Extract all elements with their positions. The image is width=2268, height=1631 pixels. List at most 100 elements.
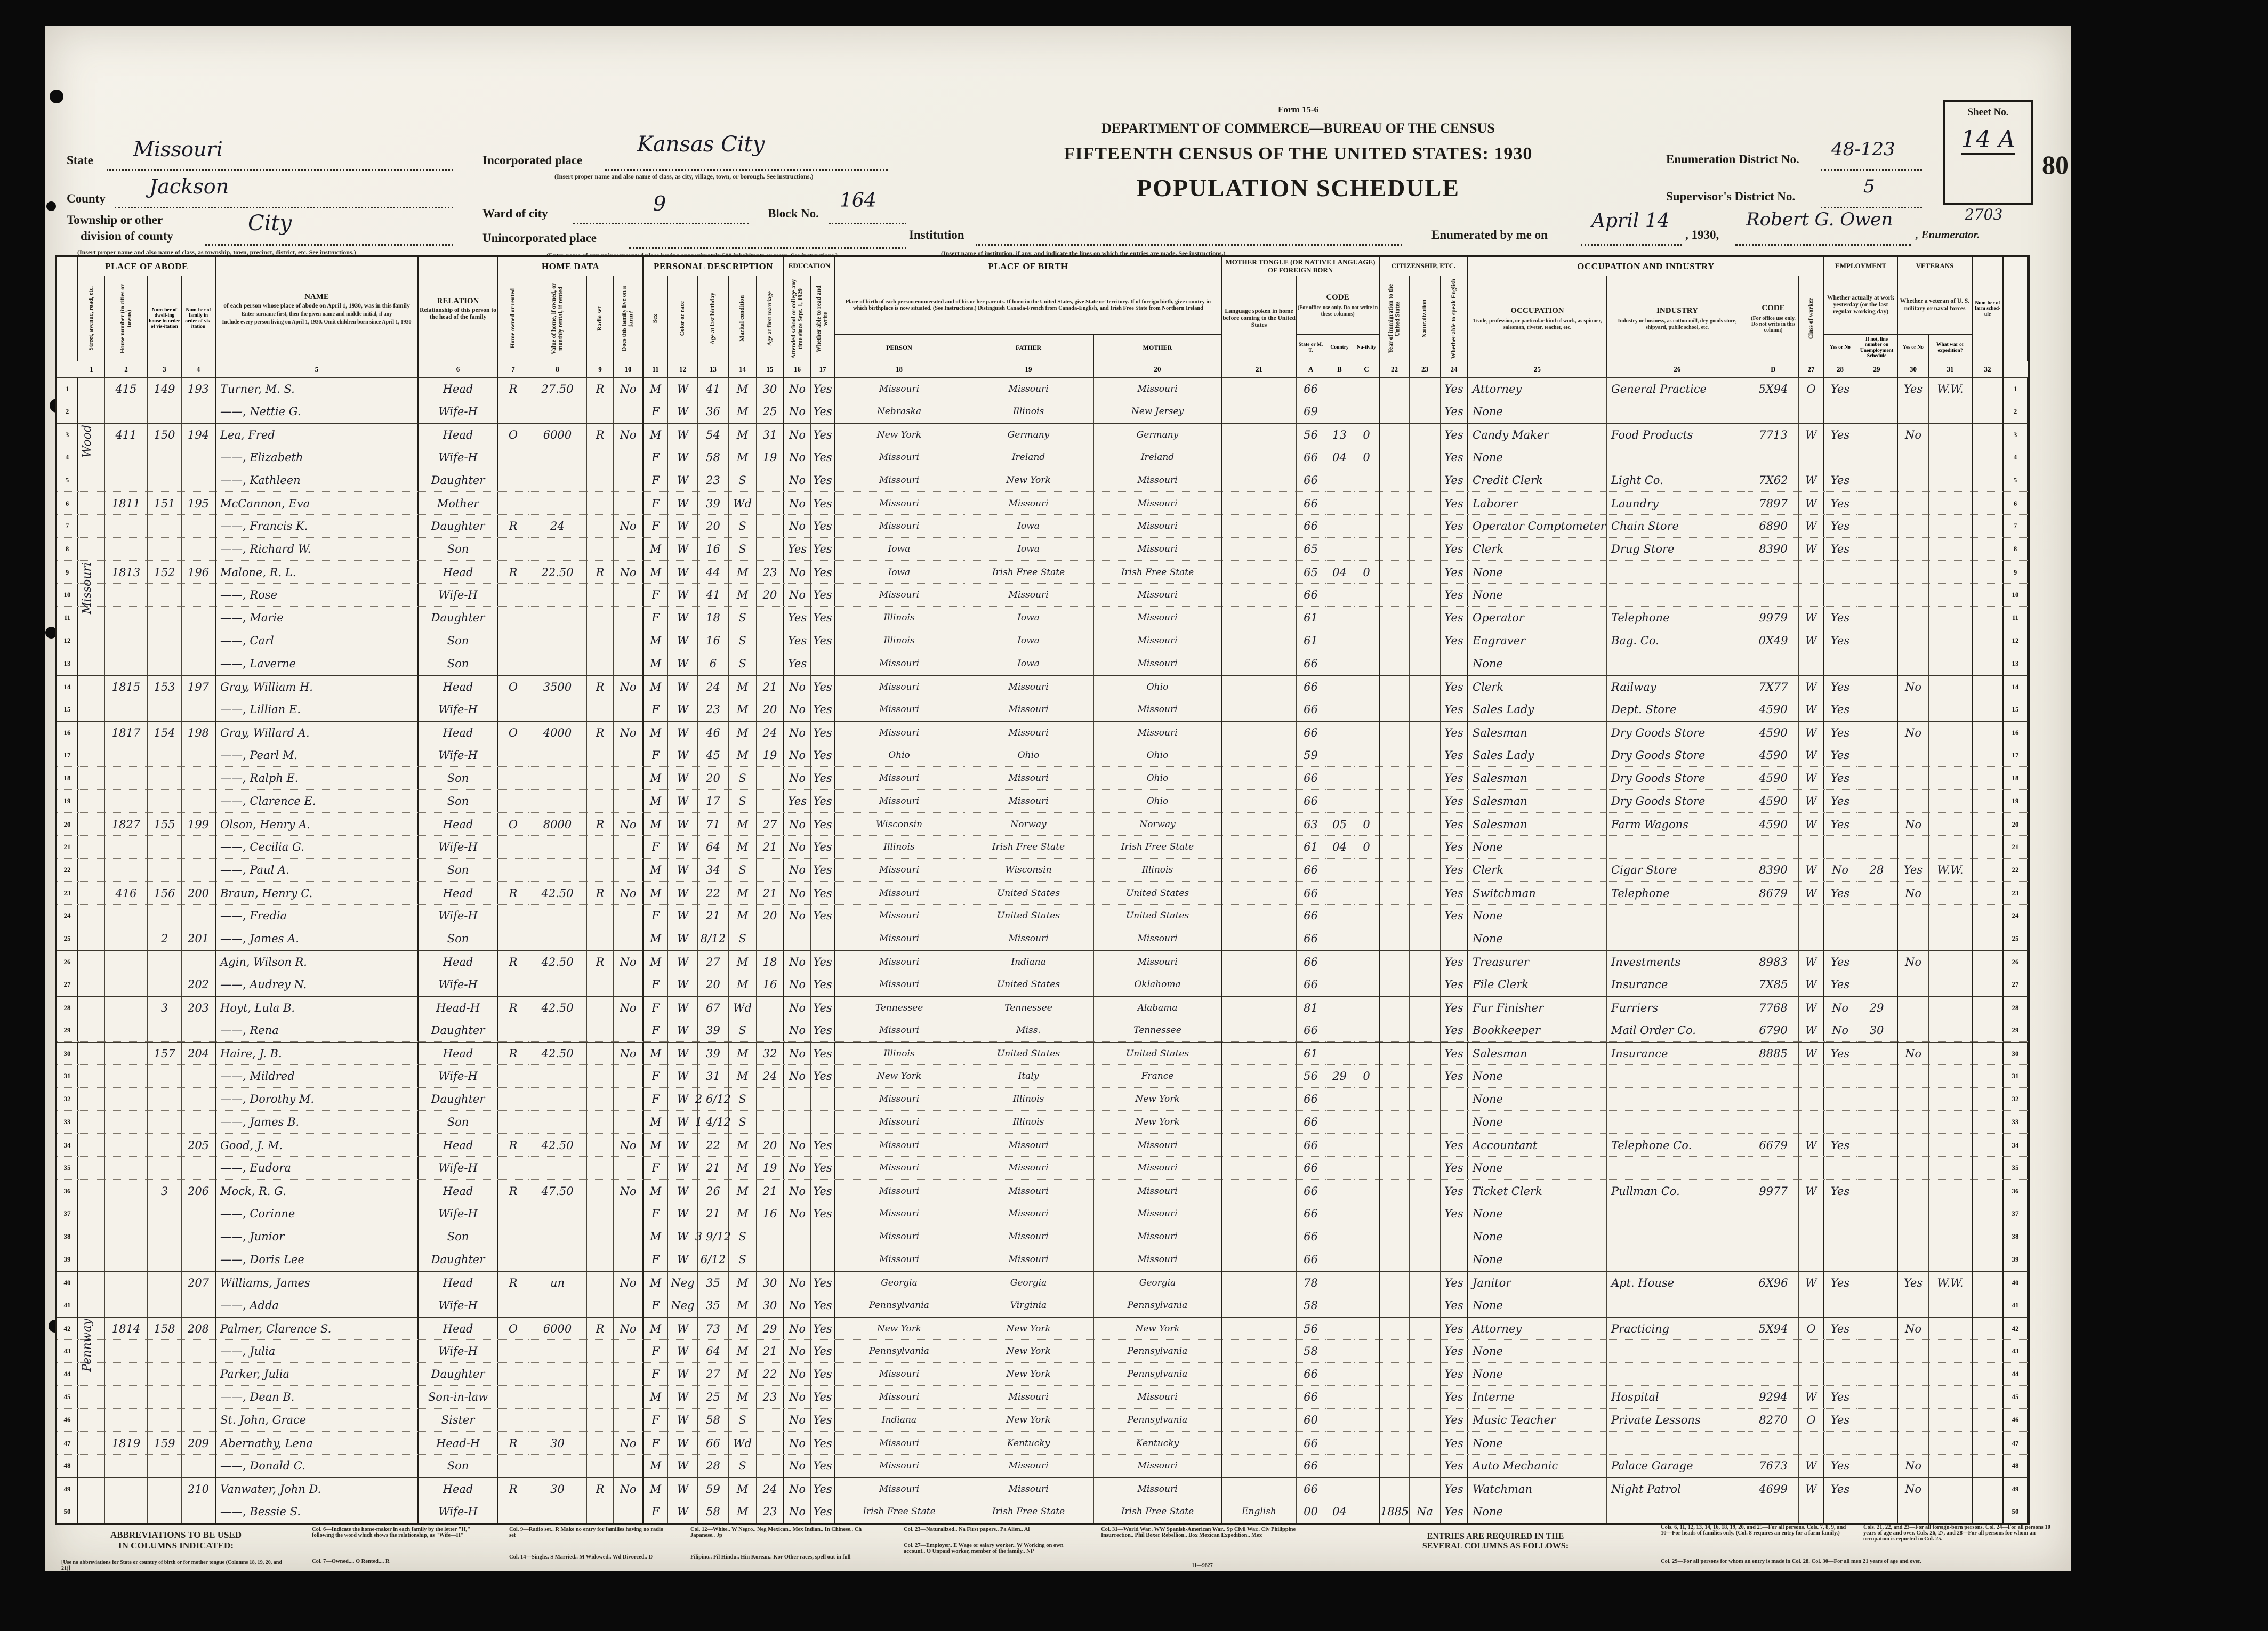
cell-unemployment-line <box>1856 767 1898 790</box>
cell-occupation: Laborer <box>1468 492 1607 515</box>
cell-age-first-marriage: 24 <box>757 721 784 744</box>
cell-sex: F <box>644 446 668 469</box>
cell-birthplace-father: Iowa <box>963 515 1094 538</box>
cell-birthplace-father: New York <box>963 1340 1094 1363</box>
cell-school-attendance: No <box>784 1455 811 1477</box>
cell-marital-condition: M <box>729 950 757 973</box>
cell-street: Pennway <box>78 1317 105 1372</box>
cell-radio-set: R <box>587 721 614 744</box>
cell-naturalization <box>1410 744 1441 767</box>
cell-class-of-worker <box>1799 927 1824 950</box>
cell-sex: F <box>644 1409 668 1432</box>
cell-code-d <box>1748 1111 1799 1134</box>
cell-read-write <box>811 1225 835 1248</box>
cell-birthplace-mother: Missouri <box>1094 1202 1222 1225</box>
cell-class-of-worker <box>1799 1225 1824 1248</box>
cell-street <box>78 1225 105 1248</box>
cell-house-number <box>105 767 148 790</box>
cell-radio-set <box>587 1248 614 1271</box>
cell-line-repeat: 11 <box>2004 607 2028 629</box>
cell-worked-yesterday <box>1824 446 1856 469</box>
cell-farm <box>614 538 644 561</box>
cell-code-c <box>1354 859 1380 882</box>
incorporated-value: Kansas City <box>637 132 765 157</box>
cell-relation: Wife-H <box>419 1065 498 1088</box>
header-text: (For office use only. Do not write in th… <box>1751 315 1796 334</box>
cell-relation: Head <box>419 813 498 836</box>
header-text: Whether able to read and write <box>816 285 829 352</box>
column-number: 22 <box>1380 361 1410 377</box>
cell-code-c <box>1354 1386 1380 1409</box>
cell-code-d: 4590 <box>1748 744 1799 767</box>
cell-code-d <box>1748 446 1799 469</box>
cell-relation: Head <box>419 423 498 446</box>
cell-dwelling-number <box>148 767 182 790</box>
cell-birthplace-mother: Pennsylvania <box>1094 1409 1222 1432</box>
cell-code-a: 66 <box>1297 973 1325 996</box>
print-code: 11—9627 <box>1192 1563 1213 1569</box>
column-number: 8 <box>528 361 587 377</box>
cell-code-b <box>1325 629 1354 652</box>
cell-dwelling-number <box>148 1019 182 1042</box>
cell-unemployment-line <box>1856 1340 1898 1363</box>
cell-home-value <box>528 1248 587 1271</box>
cell-code-a: 66 <box>1297 950 1325 973</box>
cell-school-attendance: No <box>784 1340 811 1363</box>
cell-relation: Son <box>419 927 498 950</box>
cell-farm-schedule <box>1973 446 2004 469</box>
cell-home-value <box>528 1409 587 1432</box>
cell-color-race: W <box>668 1111 698 1134</box>
cell-immigration-year <box>1380 584 1410 607</box>
cell-code-d: 4590 <box>1748 790 1799 813</box>
cell-dwelling-number <box>148 744 182 767</box>
column-number: 1 <box>78 361 105 377</box>
header-industry: INDUSTRY Industry or business, as cotton … <box>1607 276 1748 361</box>
cell-code-b: 04 <box>1325 1500 1354 1523</box>
cell-family-number: 203 <box>182 996 216 1019</box>
cell-code-c <box>1354 584 1380 607</box>
column-number: 6 <box>419 361 498 377</box>
cell-read-write: Yes <box>811 675 835 698</box>
column-number: A <box>1297 361 1325 377</box>
cell-birthplace-father: Missouri <box>963 1477 1094 1500</box>
cell-house-number <box>105 1477 148 1500</box>
cell-farm <box>614 492 644 515</box>
cell-sex: M <box>644 1111 668 1134</box>
cell-home-owned-or-rented <box>498 927 528 950</box>
cell-age-first-marriage: 25 <box>757 400 784 423</box>
cell-age: 18 <box>698 607 729 629</box>
cell-code-d: 8270 <box>1748 1409 1799 1432</box>
cell-immigration-year <box>1380 1157 1410 1180</box>
cell-farm-schedule <box>1973 882 2004 905</box>
cell-color-race: W <box>668 423 698 446</box>
cell-age: 23 <box>698 698 729 721</box>
cell-veteran <box>1898 996 1929 1019</box>
cell-house-number <box>105 1340 148 1363</box>
cell-class-of-worker: W <box>1799 1455 1824 1477</box>
cell-dwelling-number <box>148 1088 182 1111</box>
column-number: 23 <box>1410 361 1441 377</box>
header-text: Whether actually at work yesterday (or t… <box>1827 294 1894 316</box>
cell-naturalization <box>1410 1180 1441 1202</box>
cell-sex: F <box>644 1019 668 1042</box>
cell-age: 22 <box>698 1134 729 1157</box>
cell-house-number: 1814 <box>105 1317 148 1340</box>
cell-birthplace-mother: Missouri <box>1094 469 1222 492</box>
cell-color-race: W <box>668 973 698 996</box>
cell-read-write: Yes <box>811 1180 835 1202</box>
cell-unemployment-line <box>1856 1042 1898 1065</box>
cell-class-of-worker: W <box>1799 813 1824 836</box>
cell-unemployment-line <box>1856 698 1898 721</box>
cell-school-attendance: No <box>784 698 811 721</box>
cell-code-a: 66 <box>1297 1386 1325 1409</box>
cell-read-write: Yes <box>811 1042 835 1065</box>
header-text: PLACE OF BIRTH <box>988 261 1068 271</box>
cell-age: 36 <box>698 400 729 423</box>
header-text: Value of home, if owned, or monthly rent… <box>550 282 564 354</box>
cell-immigration-year <box>1380 790 1410 813</box>
cell-school-attendance: No <box>784 400 811 423</box>
cell-sex: F <box>644 744 668 767</box>
cell-class-of-worker <box>1799 1248 1824 1271</box>
column-number: 7 <box>498 361 528 377</box>
cell-veteran: Yes <box>1898 859 1929 882</box>
